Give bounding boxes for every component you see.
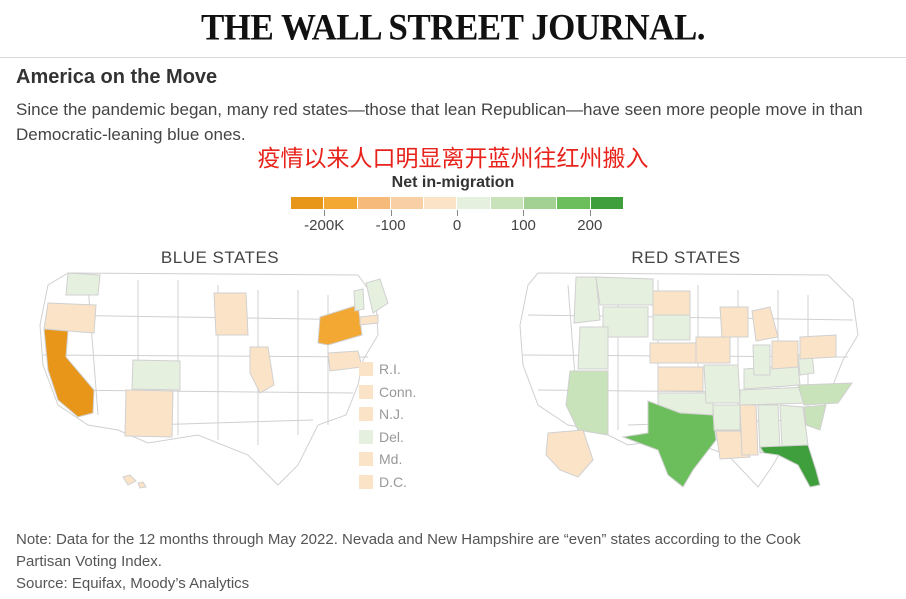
legend-swatch xyxy=(524,197,557,209)
legend-tick xyxy=(324,210,326,216)
small-state-item: R.I. xyxy=(359,358,416,381)
note-line-1: Note: Data for the 12 months through May… xyxy=(16,531,801,548)
state-arizona xyxy=(565,370,609,436)
legend-swatch xyxy=(490,197,524,209)
footnote: Note: Data for the 12 months through May… xyxy=(16,529,886,595)
state-alabama xyxy=(757,404,781,454)
state-south-carolina xyxy=(803,404,827,431)
state-colorado xyxy=(131,359,181,391)
state-massachusetts xyxy=(359,314,379,326)
state-new-york xyxy=(317,304,363,346)
legend-swatch xyxy=(590,197,623,209)
state-alaska xyxy=(545,429,594,478)
state-arkansas xyxy=(712,404,741,431)
state-mississippi xyxy=(739,404,759,456)
legend-swatch xyxy=(390,197,424,209)
state-nebraska xyxy=(649,342,697,364)
state-missouri xyxy=(703,364,741,404)
state-indiana xyxy=(752,344,771,376)
legend-swatch xyxy=(324,197,357,209)
chinese-caption: 疫情以来人口明显离开蓝州往红州搬入 xyxy=(257,146,649,172)
legend-tick-label: 100 xyxy=(510,217,536,234)
state-montana xyxy=(595,276,654,306)
legend-tick-label: 200 xyxy=(577,217,603,234)
state-oregon xyxy=(43,302,97,334)
state-tennessee xyxy=(739,386,809,406)
small-state-label: Conn. xyxy=(379,383,417,400)
us-outline xyxy=(39,272,379,486)
state-ohio xyxy=(771,340,799,370)
legend-title: Net in-migration xyxy=(391,174,515,191)
legend-tick xyxy=(523,210,525,216)
legend-swatch xyxy=(424,197,457,209)
state-utah xyxy=(577,326,609,370)
small-state-swatch xyxy=(359,407,373,422)
state-virginia xyxy=(327,350,363,372)
legend-swatch xyxy=(291,197,324,209)
color-legend-bar xyxy=(291,197,623,209)
small-state-swatch xyxy=(359,362,373,377)
state-minnesota xyxy=(213,292,249,336)
state-new-mexico xyxy=(124,389,174,438)
small-state-label: D.C. xyxy=(379,473,407,490)
legend-tick xyxy=(589,210,591,216)
legend-swatch xyxy=(357,197,390,209)
state-washington xyxy=(65,272,101,296)
state-iowa xyxy=(695,336,731,364)
state-kansas xyxy=(657,366,704,392)
state-california xyxy=(43,328,95,418)
small-state-item: Md. xyxy=(359,448,416,471)
state-wyoming xyxy=(602,306,649,338)
small-state-label: Del. xyxy=(379,428,404,445)
small-state-label: N.J. xyxy=(379,406,404,423)
red-states-map xyxy=(519,272,859,488)
small-state-item: N.J. xyxy=(359,403,416,426)
legend-swatch xyxy=(457,197,490,209)
state-hawaii xyxy=(122,474,137,486)
blue-states-title: BLUE STATES xyxy=(160,248,280,267)
state-texas xyxy=(621,400,717,488)
small-state-item: Del. xyxy=(359,426,416,449)
state-georgia xyxy=(779,404,809,448)
legend-swatch xyxy=(557,197,590,209)
blue-states-map xyxy=(39,272,389,489)
state-vermont xyxy=(353,288,365,312)
small-state-swatch xyxy=(359,429,373,444)
state-florida xyxy=(759,444,821,488)
state-south-dakota xyxy=(652,314,691,341)
small-state-label: R.I. xyxy=(379,361,401,378)
legend-tick-label: -100 xyxy=(375,217,406,234)
state-michigan xyxy=(751,306,779,342)
legend-tick xyxy=(390,210,392,216)
small-state-label: Md. xyxy=(379,451,403,468)
state-wisconsin xyxy=(719,306,749,338)
chart-title: America on the Move xyxy=(16,66,218,88)
legend-tick-label: -200K xyxy=(304,217,345,234)
small-state-swatch xyxy=(359,452,373,467)
small-state-swatch xyxy=(359,474,373,489)
state-idaho xyxy=(573,276,601,324)
state-north-carolina xyxy=(797,382,853,406)
state-pennsylvania xyxy=(799,334,837,360)
state-illinois xyxy=(249,346,275,394)
masthead: THE WALL STREET JOURNAL. xyxy=(200,7,706,48)
state-north-dakota xyxy=(652,290,691,316)
small-state-swatch xyxy=(359,384,373,399)
legend-tick xyxy=(457,210,458,216)
source-line: Source: Equifax, Moody’s Analytics xyxy=(16,575,250,592)
small-states-legend: R.I. Conn. N.J. Del. Md. D.C. xyxy=(359,358,416,493)
red-states-title: RED STATES xyxy=(631,248,741,267)
note-line-2: Partisan Voting Index. xyxy=(16,553,162,570)
small-state-item: Conn. xyxy=(359,381,416,404)
state-hawaii-2 xyxy=(137,481,147,489)
header-divider xyxy=(0,57,906,58)
legend-tick-label: 0 xyxy=(452,217,462,234)
chart-subtitle: Since the pandemic began, many red state… xyxy=(16,100,863,144)
small-state-item: D.C. xyxy=(359,471,416,494)
state-maine xyxy=(365,278,389,314)
red-state-fills xyxy=(545,276,853,488)
